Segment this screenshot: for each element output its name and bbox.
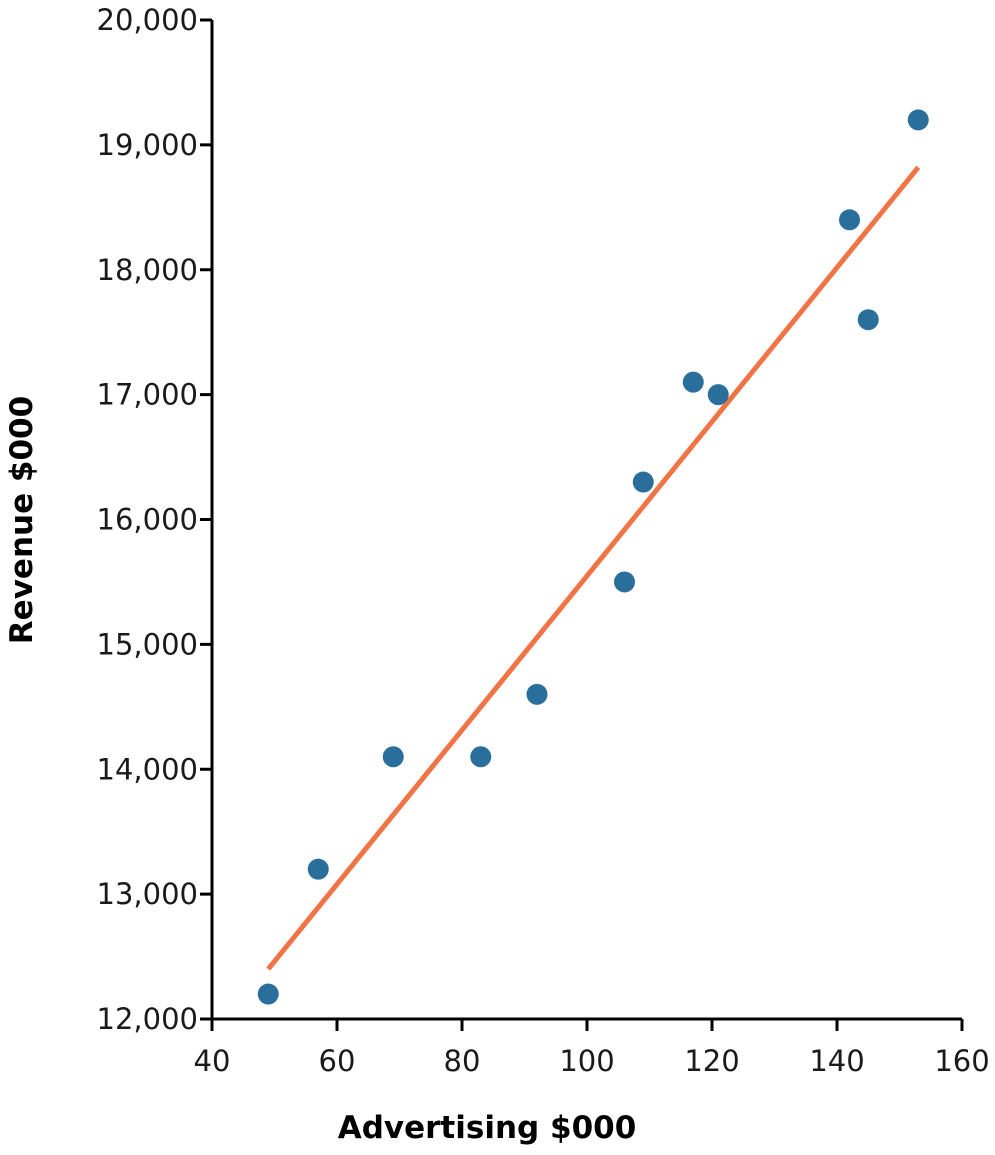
data-point: [307, 858, 329, 880]
y-tick-label: 13,000: [97, 877, 198, 911]
x-tick-label: 60: [319, 1044, 356, 1078]
x-tick-label: 160: [934, 1044, 989, 1078]
data-points: [257, 109, 929, 1005]
trendline: [266, 165, 921, 971]
data-point: [257, 983, 279, 1005]
data-point: [707, 384, 729, 406]
y-tick-label: 20,000: [97, 3, 198, 37]
y-axis-title: Revenue $000: [4, 396, 40, 644]
y-tick-label: 17,000: [97, 378, 198, 412]
x-tick-label: 140: [809, 1044, 864, 1078]
data-point: [839, 209, 860, 231]
y-tick-label: 12,000: [97, 1002, 198, 1036]
data-point: [526, 683, 548, 705]
x-tick-label: 40: [194, 1044, 231, 1078]
y-tick-label: 19,000: [97, 128, 198, 162]
data-point: [614, 571, 635, 593]
x-axis-title: Advertising $000: [338, 1110, 637, 1146]
data-point: [632, 471, 654, 493]
y-tick-label: 16,000: [97, 503, 198, 537]
data-point: [682, 371, 704, 393]
y-tick-label: 14,000: [97, 752, 198, 786]
y-tick-label: 18,000: [97, 253, 198, 287]
data-point: [382, 746, 404, 768]
data-point: [857, 309, 879, 331]
x-tick-label: 120: [684, 1044, 739, 1078]
x-tick-label: 100: [559, 1044, 614, 1078]
data-point: [470, 746, 492, 768]
x-axis-ticks: 40 60 80 100 120 140 160: [194, 1019, 990, 1078]
data-point: [907, 109, 929, 131]
x-tick-label: 80: [444, 1044, 481, 1078]
y-axis-ticks: 12,000 13,000 14,000 15,000 16,000 17,000 18,0…: [97, 3, 212, 1036]
y-tick-label: 15,000: [97, 627, 198, 661]
